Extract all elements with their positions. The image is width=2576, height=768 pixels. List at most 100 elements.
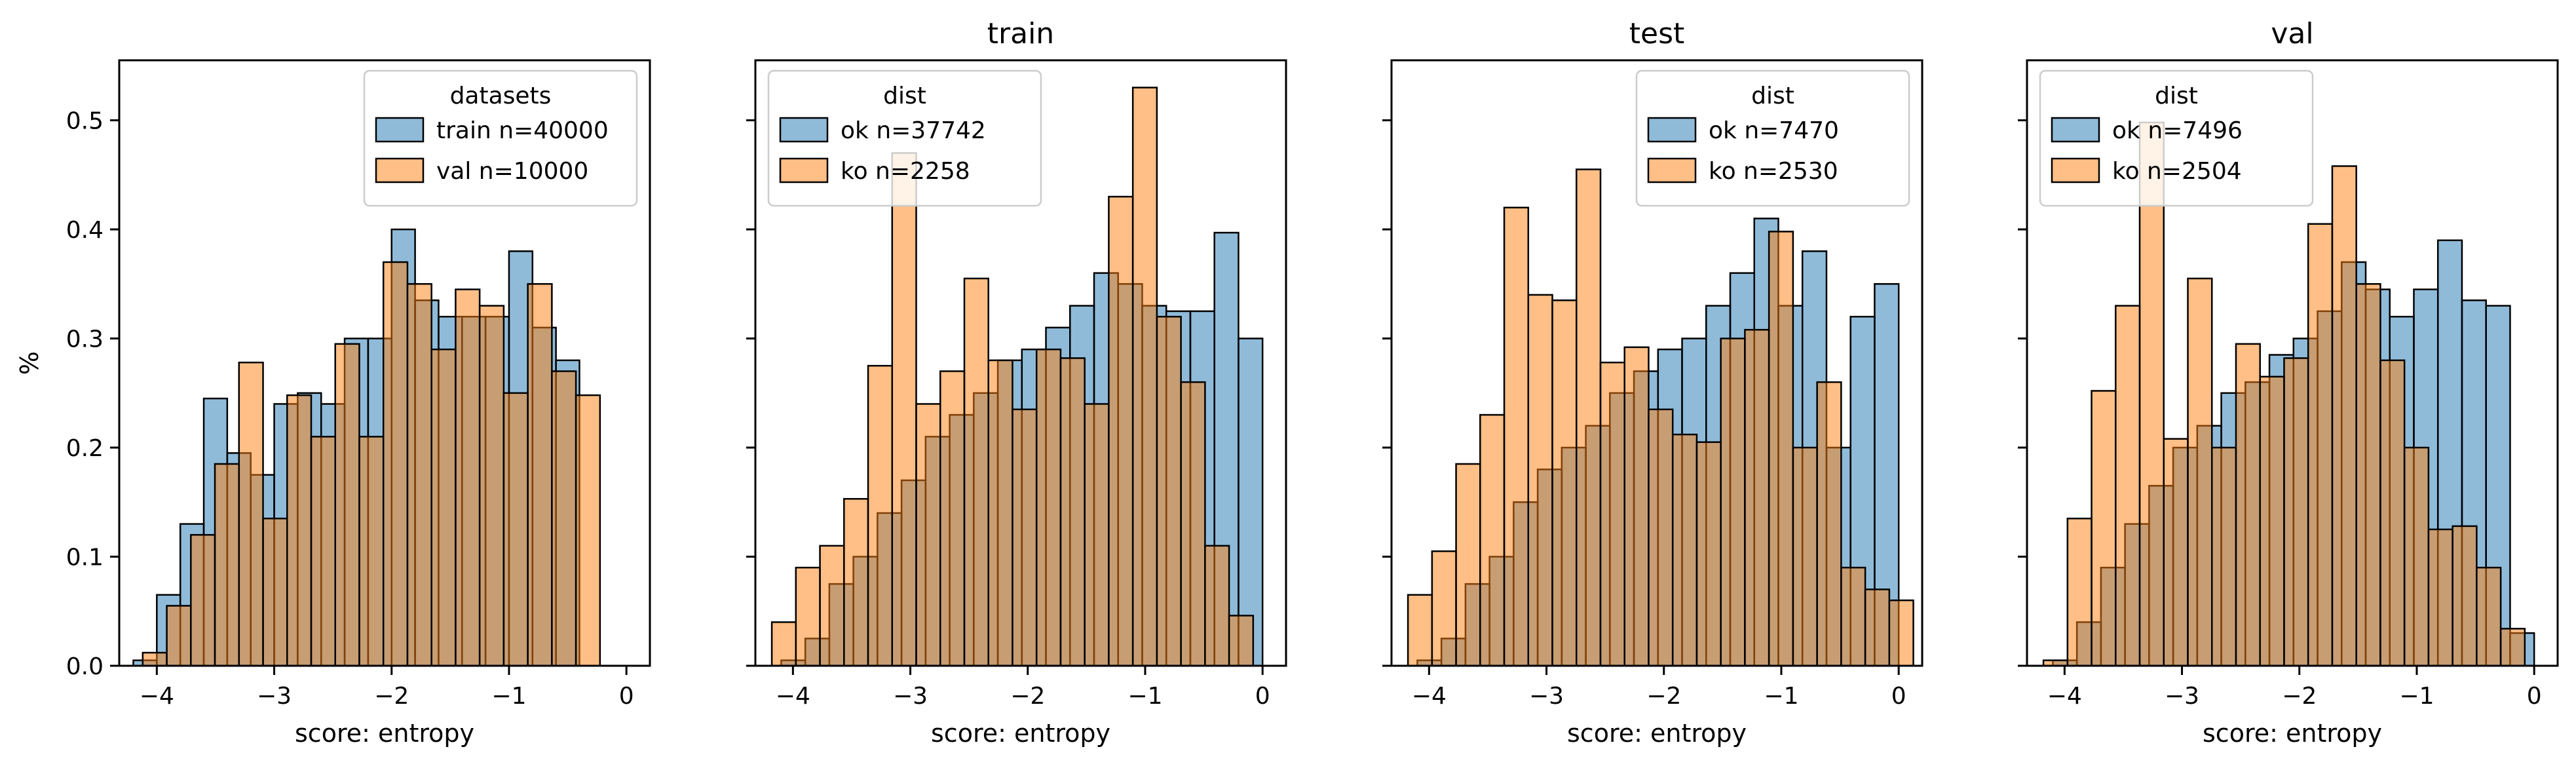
bar-orange bbox=[1888, 599, 1914, 667]
bar-orange bbox=[795, 566, 821, 667]
bar-orange bbox=[2403, 446, 2430, 667]
panel-title: train bbox=[987, 17, 1054, 50]
bar-orange bbox=[2307, 223, 2334, 667]
bar-orange bbox=[867, 364, 894, 667]
y-tick-label: 0.0 bbox=[66, 653, 104, 680]
bar-orange bbox=[1228, 615, 1255, 667]
legend-swatch-blue bbox=[2051, 117, 2100, 143]
bar-orange bbox=[1695, 441, 1722, 667]
legend-swatch-blue bbox=[1647, 117, 1697, 143]
bar-orange bbox=[2091, 390, 2117, 667]
bar-orange bbox=[382, 261, 409, 667]
legend: dist ok n=37742 ko n=2258 bbox=[767, 69, 1042, 207]
bar-orange bbox=[166, 605, 192, 667]
axes-frame bbox=[2026, 59, 2559, 667]
x-axis-label: score: entropy bbox=[931, 719, 1110, 748]
legend-entry: ok n=7496 bbox=[2112, 117, 2243, 144]
bar-orange bbox=[843, 498, 869, 667]
bar-orange bbox=[1084, 403, 1110, 667]
legend-box bbox=[2039, 69, 2314, 207]
bar-orange bbox=[1059, 357, 1086, 667]
x-tick-label: −2 bbox=[374, 683, 409, 710]
bar-orange bbox=[1527, 294, 1553, 667]
bar-orange bbox=[2379, 359, 2406, 667]
bar-orange bbox=[1840, 566, 1866, 667]
y-tick-label: 0.4 bbox=[66, 217, 104, 244]
x-axis-label: score: entropy bbox=[295, 719, 474, 748]
x-tick-label: 0 bbox=[619, 683, 634, 710]
panel-title: test bbox=[1629, 17, 1685, 50]
y-tick-label: 0.1 bbox=[66, 545, 104, 571]
bar-orange bbox=[2066, 517, 2093, 667]
bar-orange bbox=[334, 343, 360, 667]
x-tick-label: 0 bbox=[2527, 683, 2542, 710]
bar-orange bbox=[2499, 628, 2526, 667]
bar-orange bbox=[1720, 337, 1746, 667]
x-tick-label: −4 bbox=[776, 683, 810, 710]
legend-swatch-blue bbox=[375, 117, 425, 143]
bar-orange bbox=[310, 436, 336, 667]
x-axis-label: score: entropy bbox=[1567, 719, 1747, 748]
bar-orange bbox=[1204, 545, 1230, 667]
bar-orange bbox=[190, 533, 216, 667]
x-tick-label: −1 bbox=[2399, 683, 2434, 710]
x-tick-label: 0 bbox=[1891, 683, 1906, 710]
bar-orange bbox=[770, 621, 797, 667]
bar-orange bbox=[1156, 315, 1182, 667]
legend-swatch-orange bbox=[1647, 157, 1697, 183]
x-tick-label: −1 bbox=[1127, 683, 1162, 710]
bar-orange bbox=[262, 517, 288, 667]
axes-frame bbox=[1390, 59, 1923, 667]
y-tick-label: 0.2 bbox=[66, 435, 104, 462]
bar-orange bbox=[575, 394, 601, 667]
bar-orange bbox=[1864, 588, 1891, 667]
bar-orange bbox=[1131, 86, 1158, 667]
bar-orange bbox=[430, 348, 457, 667]
x-axis-label: score: entropy bbox=[2203, 719, 2382, 748]
bar-orange bbox=[1744, 328, 1770, 667]
bar-orange bbox=[2187, 277, 2213, 667]
legend-swatch-orange bbox=[779, 157, 829, 183]
bar-orange bbox=[527, 283, 553, 667]
axes-frame bbox=[754, 59, 1287, 667]
legend-box bbox=[767, 69, 1042, 207]
bar-orange bbox=[939, 370, 966, 667]
x-tick-label: −1 bbox=[1764, 683, 1798, 710]
bar-orange bbox=[2476, 566, 2502, 667]
bar-orange bbox=[963, 277, 989, 667]
bar-orange bbox=[2259, 375, 2285, 667]
series-orange bbox=[1407, 168, 1914, 667]
bar-orange bbox=[1180, 381, 1206, 667]
legend-box bbox=[363, 69, 638, 207]
bar-orange bbox=[406, 283, 432, 667]
x-tick-label: −3 bbox=[2165, 683, 2199, 710]
bar-orange bbox=[1431, 550, 1457, 667]
series-orange bbox=[142, 261, 601, 667]
bar-orange bbox=[1792, 446, 1818, 667]
bar-orange bbox=[502, 392, 529, 667]
x-tick-label: 0 bbox=[1255, 683, 1270, 710]
legend-title: dist bbox=[1751, 83, 1794, 109]
x-tick-label: −2 bbox=[1010, 683, 1045, 710]
x-tick-label: −1 bbox=[491, 683, 526, 710]
y-tick-label: 0.3 bbox=[66, 326, 104, 353]
x-tick-label: −4 bbox=[2047, 683, 2082, 710]
bar-orange bbox=[2331, 165, 2357, 667]
legend-entry: ko n=2504 bbox=[2112, 158, 2242, 185]
y-tick-label: 0.5 bbox=[66, 108, 104, 135]
bar-orange bbox=[1816, 381, 1842, 667]
legend: dist ok n=7496 ko n=2504 bbox=[2039, 69, 2314, 207]
legend-swatch-orange bbox=[2051, 157, 2100, 183]
bar-orange bbox=[1108, 195, 1134, 667]
legend-swatch-orange bbox=[375, 157, 425, 183]
bar-orange bbox=[2452, 525, 2478, 667]
bar-orange bbox=[2427, 528, 2453, 667]
y-axis-label: % bbox=[15, 351, 44, 375]
bar-orange bbox=[142, 651, 168, 667]
bar-orange bbox=[2138, 121, 2165, 667]
x-tick-label: −3 bbox=[257, 683, 292, 710]
bar-orange bbox=[1551, 299, 1578, 667]
bar-orange bbox=[1768, 231, 1794, 667]
bar-orange bbox=[987, 359, 1013, 667]
